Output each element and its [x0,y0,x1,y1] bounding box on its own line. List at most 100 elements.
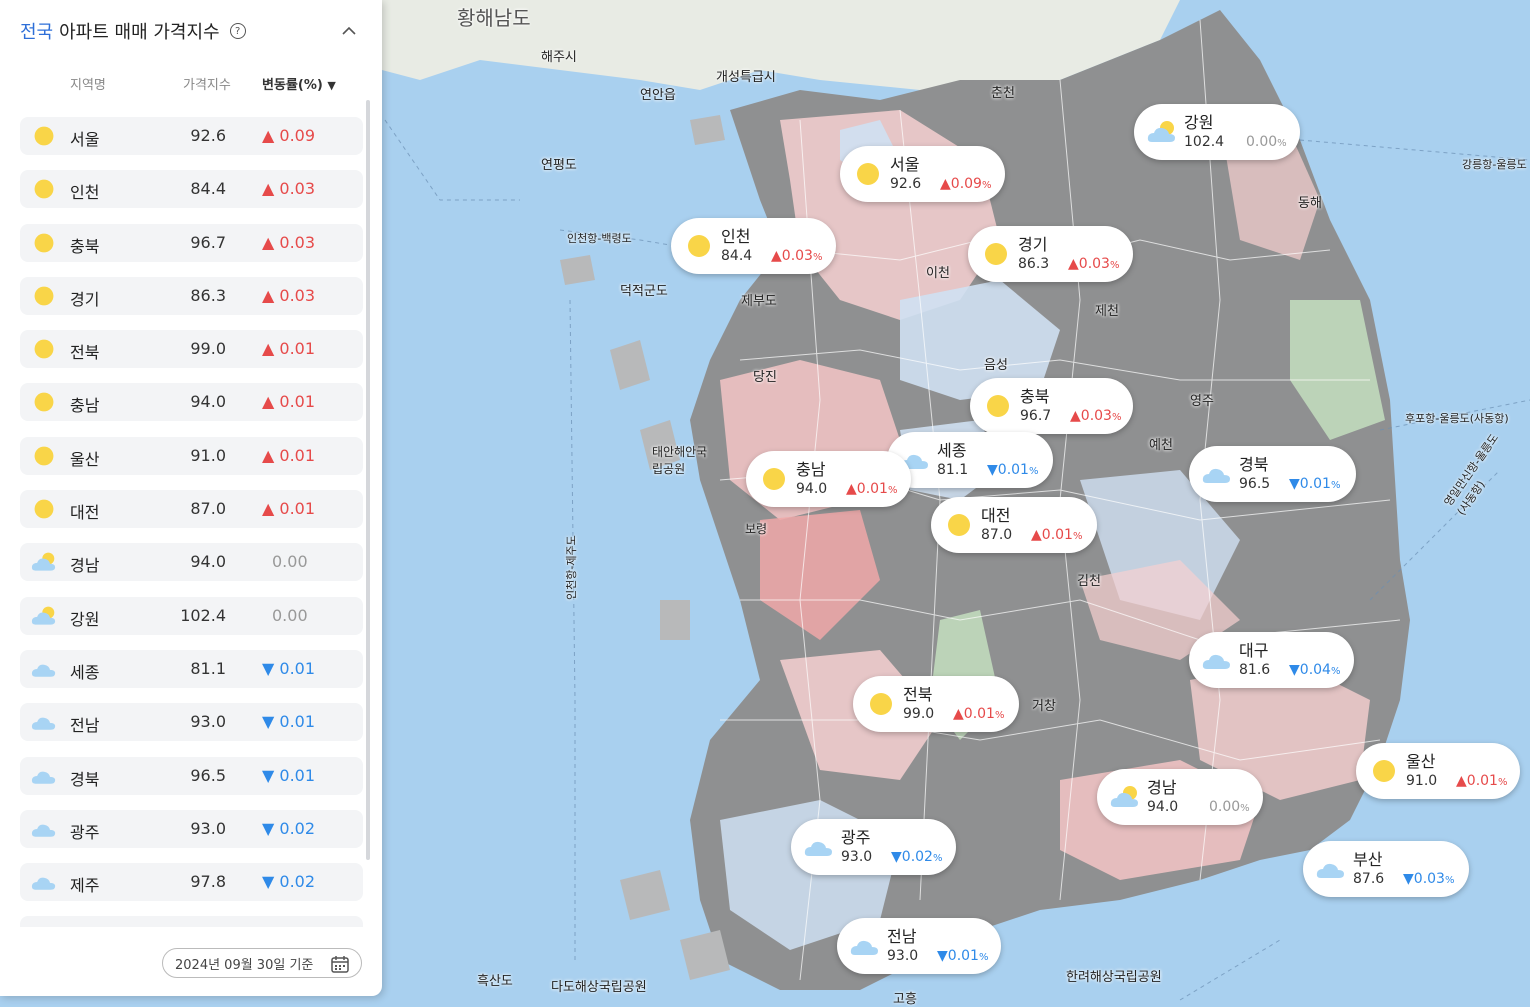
list-item[interactable]: 충북 96.7 ▲ 0.03 [20,223,363,262]
card-region-change: 0.00% [1246,134,1287,150]
map-place-label: 제부도 [741,294,777,309]
chevron-up-icon[interactable] [340,22,358,40]
map-card-region[interactable]: 충북 96.7 ▲0.03% [970,378,1133,434]
region-index: 93.0 [190,818,226,838]
map-card-region[interactable]: 경북 96.5 ▼0.01% [1189,446,1356,502]
region-name: 강원 [70,609,100,629]
map-card-region[interactable]: 부산 87.6 ▼0.03% [1303,841,1469,897]
change-arrow-icon: ▼ [262,765,280,785]
region-index: 99.0 [190,339,226,359]
map-card-region[interactable]: 대구 81.6 ▼0.04% [1189,632,1354,688]
change-arrow-icon: ▲ [940,176,951,192]
change-arrow-icon: ▼ [262,818,280,838]
region-change: 0.00 [272,605,308,625]
map-card-region[interactable]: 광주 93.0 ▼0.02% [791,819,956,875]
partly-cloudy-icon [1109,783,1141,811]
card-region-change: ▼0.01% [1289,476,1341,492]
list-item[interactable]: 경북 96.5 ▼ 0.01 [20,756,363,795]
sun-icon [1368,757,1400,785]
list-item[interactable]: 부산 87.6 ▼ 0.03 [20,916,363,927]
list-item[interactable]: 경기 86.3 ▲ 0.03 [20,276,363,315]
list-item[interactable]: 전남 93.0 ▼ 0.01 [20,703,363,742]
list-item[interactable]: 울산 91.0 ▲ 0.01 [20,436,363,475]
cloud-icon [849,932,881,960]
list-item[interactable]: 대전 87.0 ▲ 0.01 [20,490,363,529]
cloud-icon [1315,855,1347,883]
card-region-index: 96.7 [1020,408,1052,424]
map-card-region[interactable]: 경기 86.3 ▲0.03% [968,226,1133,282]
date-selector[interactable]: 2024년 09월 30일 기준 [162,948,362,978]
map-place-label: 제천 [1095,304,1119,319]
region-change: 0.00 [272,552,308,572]
sun-icon [30,231,58,255]
region-index: 97.8 [190,872,226,892]
change-arrow-icon: ▼ [1289,476,1300,492]
col-change-label: 변동률(%) [262,78,323,93]
card-region-name: 세종 [937,441,967,460]
cloud-icon [1201,646,1233,674]
map-card-region[interactable]: 경남 94.0 0.00% [1097,769,1263,825]
col-index-header[interactable]: 가격지수 [183,78,231,93]
region-index: 91.0 [190,445,226,465]
map-place-label: 태안해안국립공원 [652,445,708,476]
list-item[interactable]: 광주 93.0 ▼ 0.02 [20,809,363,848]
map-card-region[interactable]: 인천 84.4 ▲0.03% [671,218,836,274]
region-name: 제주 [70,876,100,896]
sun-icon [683,232,715,260]
change-arrow-icon: ▲ [1031,527,1042,543]
card-region-name: 경북 [1239,455,1269,474]
region-index: 102.4 [180,605,226,625]
map-place-label: 후포항-울릉도(사동항) [1405,412,1509,425]
region-index: 86.3 [190,285,226,305]
list-item[interactable]: 강원 102.4 0.00 [20,596,363,635]
map-card-region[interactable]: 울산 91.0 ▲0.01% [1356,743,1520,799]
cloud-icon [1201,460,1233,488]
region-change: ▼ 0.01 [262,658,316,678]
card-region-change: ▼0.02% [891,849,943,865]
map-card-region[interactable]: 강원 102.4 0.00% [1134,104,1300,160]
map-card-region[interactable]: 세종 81.1 ▼0.01% [887,432,1053,488]
list-item[interactable]: 경남 94.0 0.00 [20,543,363,582]
region-name: 전북 [70,343,100,363]
map-card-region[interactable]: 전남 93.0 ▼0.01% [837,918,1001,974]
scope-selector[interactable]: 전국 [20,22,54,43]
col-change-header[interactable]: 변동률(%) ▼ [262,74,336,93]
list-scrollbar[interactable] [366,100,370,860]
region-name: 세종 [70,662,100,682]
map-place-label: 연평도 [541,158,577,173]
date-label: 2024년 09월 30일 기준 [175,957,314,973]
change-arrow-icon: ▲ [1456,773,1467,789]
change-arrow-icon: ▲ [1070,408,1081,424]
cloud-icon [30,764,58,788]
card-region-name: 부산 [1353,850,1383,869]
map-place-label: 개성특급시 [716,70,776,85]
map-card-region[interactable]: 전북 99.0 ▲0.01% [853,676,1019,732]
region-change: ▼ 0.03 [262,925,315,927]
list-item[interactable]: 서울 92.6 ▲ 0.09 [20,117,363,155]
region-list[interactable]: 서울 92.6 ▲ 0.09 인천 84.4 ▲ 0.03 충북 96.7 ▲ 0.03 경기 86… [20,117,363,927]
list-item[interactable]: 충남 94.0 ▲ 0.01 [20,383,363,422]
map-card-region[interactable]: 대전 87.0 ▲0.01% [931,497,1097,553]
map-card-region[interactable]: 서울 92.6 ▲0.09% [840,146,1005,202]
region-change: ▲ 0.03 [262,232,316,252]
card-region-change: ▼0.01% [937,948,989,964]
list-item[interactable]: 제주 97.8 ▼ 0.02 [20,863,363,902]
list-item[interactable]: 전북 99.0 ▲ 0.01 [20,330,363,369]
region-name: 충남 [70,396,100,416]
card-region-change: ▲0.03% [1068,256,1120,272]
list-item[interactable]: 인천 84.4 ▲ 0.03 [20,170,363,209]
map-place-label: 고흥 [893,992,917,1007]
card-region-change: ▲0.01% [953,706,1005,722]
card-region-index: 86.3 [1018,256,1050,272]
region-index: 87.0 [190,499,226,519]
card-region-name: 전남 [887,927,917,946]
card-region-index: 94.0 [1147,799,1179,815]
map-place-label: 인천항-제주도 [565,535,578,600]
map-place-label: 이천 [926,266,950,281]
help-icon[interactable]: ? [229,23,246,39]
card-region-name: 전북 [903,685,933,704]
change-arrow-icon: ▲ [262,126,280,145]
map-card-region[interactable]: 충남 94.0 ▲0.01% [746,451,911,507]
list-item[interactable]: 세종 81.1 ▼ 0.01 [20,649,363,688]
change-arrow-icon: ▲ [262,232,280,252]
